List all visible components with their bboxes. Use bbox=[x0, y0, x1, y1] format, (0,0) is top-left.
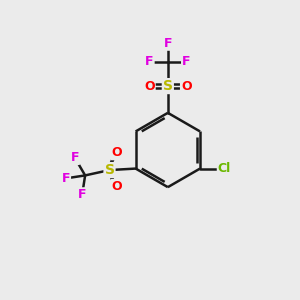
Text: F: F bbox=[78, 188, 86, 201]
Text: F: F bbox=[61, 172, 70, 185]
Text: O: O bbox=[112, 146, 122, 159]
Text: S: S bbox=[104, 163, 115, 177]
Text: F: F bbox=[70, 151, 79, 164]
Text: F: F bbox=[182, 55, 190, 68]
Text: Cl: Cl bbox=[218, 162, 231, 175]
Text: O: O bbox=[144, 80, 155, 93]
Text: F: F bbox=[145, 55, 154, 68]
Text: S: S bbox=[163, 79, 173, 93]
Text: F: F bbox=[164, 37, 172, 50]
Text: O: O bbox=[112, 180, 122, 193]
Text: O: O bbox=[181, 80, 192, 93]
